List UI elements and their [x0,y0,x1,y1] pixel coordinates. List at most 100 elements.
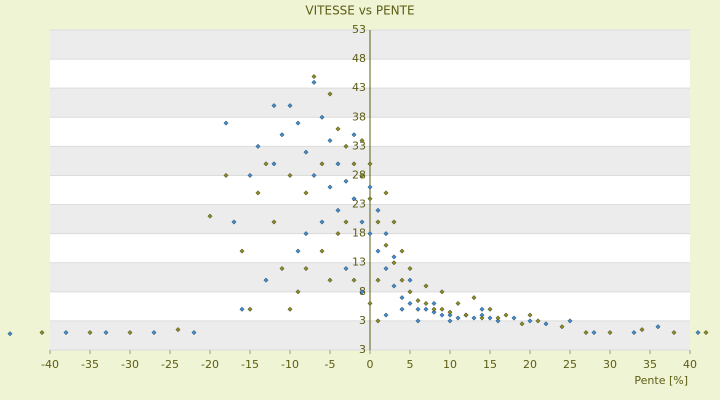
point [327,184,333,190]
point [375,248,381,254]
point [351,132,357,138]
y-tick-label: 23 [352,198,366,211]
point [343,219,349,225]
y-tick-label: 38 [352,110,366,123]
x-tick-label: -15 [241,358,259,371]
point [327,138,333,144]
point [367,300,373,306]
point [335,231,341,237]
point [287,306,293,312]
y-tick-label: 18 [352,227,366,240]
point [303,190,309,196]
point [415,306,421,312]
point [431,309,437,315]
point [399,306,405,312]
x-tick-label: -10 [281,358,299,371]
point [239,248,245,254]
point [407,300,413,306]
point [583,330,589,336]
point [567,318,573,324]
y-tick-label: 48 [352,52,366,65]
point [367,184,373,190]
chart-title: VITESSE vs PENTE [305,4,414,18]
point [495,315,501,321]
y-tick-label: 13 [352,256,366,269]
point [495,318,501,324]
point [295,289,301,295]
point [279,266,285,272]
point [639,327,645,333]
point [279,132,285,138]
point [319,114,325,120]
point [415,298,421,304]
point [487,306,493,312]
point [399,295,405,301]
point [431,306,437,312]
point [391,283,397,289]
point [607,330,613,336]
point [439,289,445,295]
x-tick-label: -20 [201,358,219,371]
point [423,283,429,289]
x-tick-label: -30 [121,358,139,371]
point [447,318,453,324]
point [479,306,485,312]
point [335,207,341,213]
point [255,190,261,196]
point [695,330,701,336]
point [391,254,397,260]
point [655,324,661,330]
x-tick-label: 30 [603,358,617,371]
point [247,172,253,178]
point [335,126,341,132]
point [287,103,293,109]
point [367,161,373,167]
point [471,315,477,321]
point [447,312,453,318]
point [375,207,381,213]
point [311,172,317,178]
point [503,312,509,318]
point [383,231,389,237]
point [271,219,277,225]
point [247,306,253,312]
point [535,318,541,324]
point [359,289,365,295]
point [543,321,549,327]
point [7,331,13,337]
x-tick-label: 15 [483,358,497,371]
point [423,306,429,312]
x-tick-label: -25 [161,358,179,371]
point [223,120,229,126]
point [471,295,477,301]
point [359,219,365,225]
point [367,196,373,202]
point [455,300,461,306]
point [311,74,317,80]
y-tick-label: 28 [352,168,366,181]
point [223,172,229,178]
point [375,219,381,225]
point [191,330,197,336]
point [359,172,365,178]
point [319,161,325,167]
point [127,330,133,336]
point [319,219,325,225]
point [335,161,341,167]
point [303,149,309,155]
point [271,161,277,167]
point [391,219,397,225]
point [343,178,349,184]
point [511,315,517,321]
point [391,260,397,266]
point [271,103,277,109]
point [423,300,429,306]
point [439,312,445,318]
point [527,312,533,318]
point [383,312,389,318]
x-tick-label: 25 [563,358,577,371]
point [367,231,373,237]
x-tick-label: -35 [81,358,99,371]
point [207,213,213,219]
